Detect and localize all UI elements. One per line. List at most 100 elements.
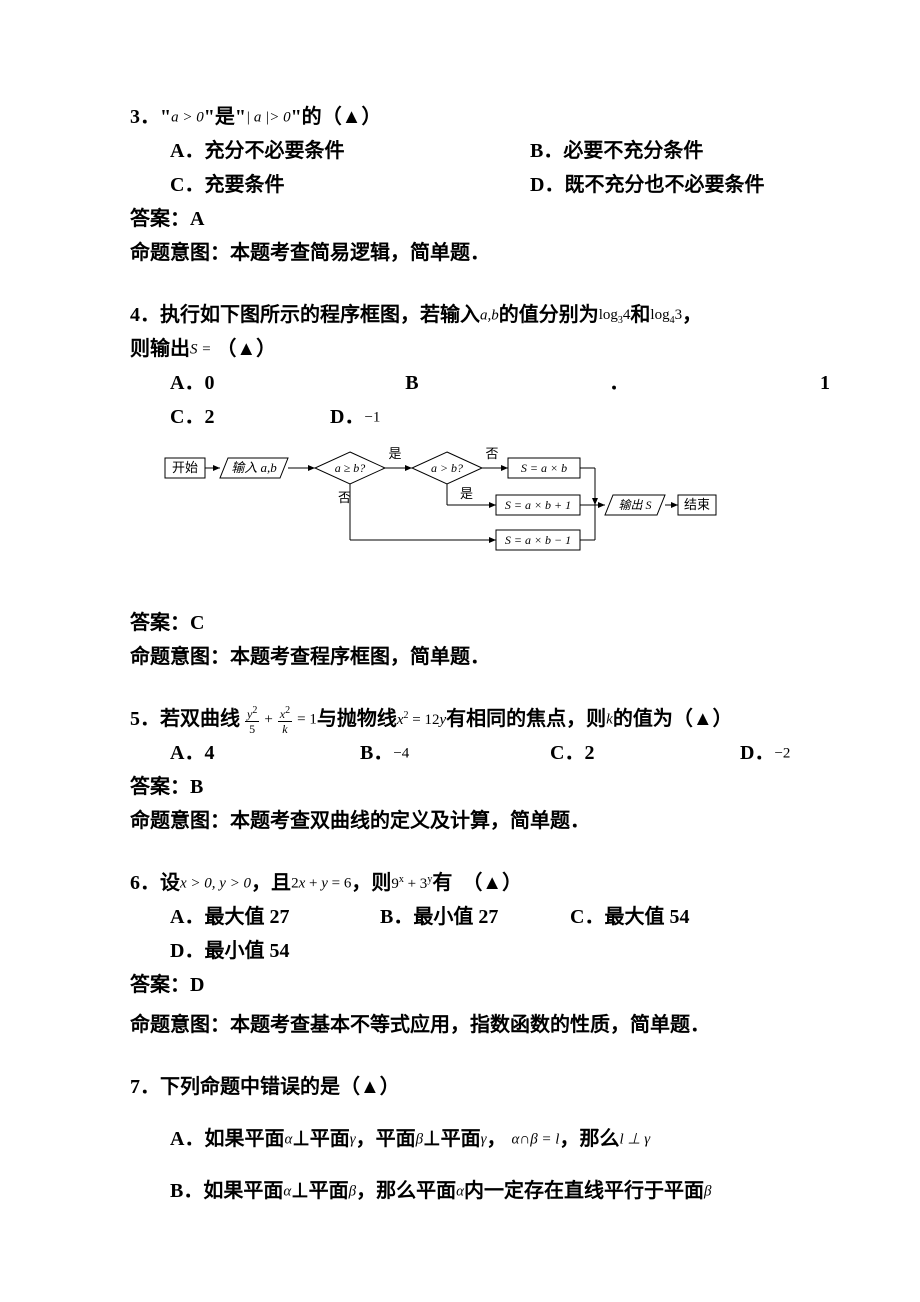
q6-opt-d: D．最小值 54 <box>170 934 289 968</box>
q6-number: 6． <box>130 872 160 894</box>
q7a-p1: ⊥平面 <box>292 1128 349 1150</box>
q4-opt-dot: ． <box>609 366 629 400</box>
marker: （▲） <box>322 106 382 128</box>
q4-ab: a,b <box>480 308 499 324</box>
q3-number: 3． <box>130 106 160 128</box>
q3-mid: "是" <box>204 106 246 128</box>
q4-number: 4． <box>130 304 160 326</box>
q5-opt-d: D．−2 <box>740 736 790 770</box>
q4-stem-line2: 则输出S = （▲） <box>130 332 810 366</box>
question-3: 3．"a > 0"是"| a |> 0"的（▲） A．充分不必要条件 B．必要不… <box>130 100 810 270</box>
q5-plus: + <box>264 712 272 728</box>
q6-options: A．最大值 27 B．最小值 27 C．最大值 54 D．最小值 54 <box>130 900 810 968</box>
q5-post1: 有相同的焦点，则 <box>446 708 606 730</box>
q4-answer: 答案：C <box>130 606 810 640</box>
q4-flowchart: 开始 输入 a,b a ≥ b? 是 否 a > b? 否 是 S = a × … <box>130 434 810 566</box>
q7-opt-a: A．如果平面α⊥平面γ，平面β⊥平面γ， α∩β = l，那么l ⊥ γ <box>170 1122 810 1156</box>
q7-number: 7． <box>130 1076 160 1098</box>
fc-d1: a ≥ b? <box>335 461 366 475</box>
question-6: 6．设x > 0, y > 0，且2x + y = 6，则9x + 3y有 （▲… <box>130 866 810 1042</box>
q3-cond1: a > 0 <box>171 110 204 126</box>
question-4: 4．执行如下图所示的程序框图，若输入a,b的值分别为log34和log43， 则… <box>130 298 810 674</box>
q5-opt-d-label: D． <box>740 742 774 764</box>
q7-opt-b: B．如果平面α⊥平面β，那么平面α内一定存在直线平行于平面β <box>170 1174 810 1208</box>
fc-no1: 否 <box>338 490 351 505</box>
q7b-p: ⊥平面 <box>291 1180 348 1202</box>
fc-d2: a > b? <box>431 461 463 475</box>
q4-s: S = <box>190 342 211 358</box>
fc-s1: S = a × b <box>521 461 567 475</box>
q3-opt-a: A．充分不必要条件 <box>170 134 530 168</box>
q7b-end: 内一定存在直线平行于平面 <box>464 1180 704 1202</box>
q5-intent: 命题意图：本题考查双曲线的定义及计算，简单题． <box>130 804 810 838</box>
marker: （▲） <box>673 708 733 730</box>
q7b-alpha2: α <box>456 1184 464 1200</box>
q6-expr: 9x + 3y <box>391 876 432 892</box>
q6-opt-b: B．最小值 27 <box>380 900 570 934</box>
q7a-inter: α∩β = l <box>512 1132 560 1148</box>
q3-stem: 3．"a > 0"是"| a |> 0"的（▲） <box>130 100 810 134</box>
q3-opt-b: B．必要不充分条件 <box>530 134 703 168</box>
marker: （▲） <box>216 338 276 360</box>
q4-line2-pre: 则输出 <box>130 338 190 360</box>
q7a-c1: ，平面 <box>356 1128 416 1150</box>
q5-k: k <box>606 712 613 728</box>
q7b-beta2: β <box>704 1184 711 1200</box>
flowchart-svg: 开始 输入 a,b a ≥ b? 是 否 a > b? 否 是 S = a × … <box>160 440 720 560</box>
q4-log2: log43 <box>650 307 682 323</box>
q3-answer: 答案：A <box>130 202 810 236</box>
q4-opt-b: B <box>405 366 418 400</box>
q6-opt-a: A．最大值 27 <box>170 900 380 934</box>
q4-options: A．0 B ． 1 C．2 D．−1 <box>130 366 810 434</box>
q5-options: A．4 B．−4 C．2 D．−2 <box>130 736 810 770</box>
q5-frac2: x2k <box>278 706 292 735</box>
q7a-c3: ，那么 <box>559 1128 619 1150</box>
q7a-label: A．如果平面 <box>170 1128 284 1150</box>
question-7: 7．下列命题中错误的是（▲） A．如果平面α⊥平面γ，平面β⊥平面γ， α∩β … <box>130 1070 810 1208</box>
q5-opt-b-val: −4 <box>393 746 409 762</box>
q3-opt-d: D．既不充分也不必要条件 <box>530 168 764 202</box>
q3-intent: 命题意图：本题考查简易逻辑，简单题． <box>130 236 810 270</box>
q4-intent: 命题意图：本题考查程序框图，简单题． <box>130 640 810 674</box>
marker: （▲） <box>462 872 522 894</box>
q6-answer: 答案：D <box>130 968 810 1002</box>
fc-out: 输出 S <box>618 498 651 512</box>
q7a-c2: ， <box>487 1128 507 1150</box>
q5-mid: 与抛物线 <box>317 708 397 730</box>
q6-c1: ，且 <box>251 872 291 894</box>
q5-opt-b: B．−4 <box>360 736 550 770</box>
fc-start: 开始 <box>172 460 198 475</box>
q5-pre: 若双曲线 <box>160 708 240 730</box>
q4-and: 和 <box>630 304 650 326</box>
q5-parab: x2 = 12y <box>397 712 446 728</box>
q4-opt-a: A．0 <box>170 366 214 400</box>
q5-stem: 5．若双曲线 y25 + x2k = 1与抛物线x2 = 12y有相同的焦点，则… <box>130 702 810 736</box>
q4-comma: ， <box>682 304 702 326</box>
q6-cond: x > 0, y > 0 <box>180 876 251 892</box>
marker: （▲） <box>340 1076 400 1098</box>
q4-opt-1: 1 <box>820 366 830 400</box>
q6-pre: 设 <box>160 872 180 894</box>
q4-stem: 4．执行如下图所示的程序框图，若输入a,b的值分别为log34和log43， <box>130 298 810 332</box>
q4-opt-d-label: D． <box>330 406 364 428</box>
q4-opt-d: D．−1 <box>330 400 380 434</box>
q5-opt-c: C．2 <box>550 736 740 770</box>
q3-pre: " <box>160 106 171 128</box>
q4-opt-c: C．2 <box>170 400 330 434</box>
q5-answer: 答案：B <box>130 770 810 804</box>
q7b-mid: ，那么平面 <box>356 1180 456 1202</box>
q7b-beta: β <box>349 1184 356 1200</box>
q5-frac1: y25 <box>245 706 259 735</box>
fc-s3: S = a × b − 1 <box>505 533 571 547</box>
q6-intent: 命题意图：本题考查基本不等式应用，指数函数的性质，简单题． <box>130 1008 810 1042</box>
q5-number: 5． <box>130 708 160 730</box>
fc-yes2: 是 <box>460 486 473 501</box>
q7a-lperp: l ⊥ γ <box>619 1132 650 1148</box>
fc-no2: 否 <box>485 446 498 461</box>
question-5: 5．若双曲线 y25 + x2k = 1与抛物线x2 = 12y有相同的焦点，则… <box>130 702 810 838</box>
q7-text: 下列命题中错误的是 <box>160 1076 340 1098</box>
q4-mid: 的值分别为 <box>499 304 599 326</box>
q7b-label: B．如果平面 <box>170 1180 283 1202</box>
fc-s2: S = a × b + 1 <box>505 498 571 512</box>
q4-opt-d-val: −1 <box>364 410 380 426</box>
